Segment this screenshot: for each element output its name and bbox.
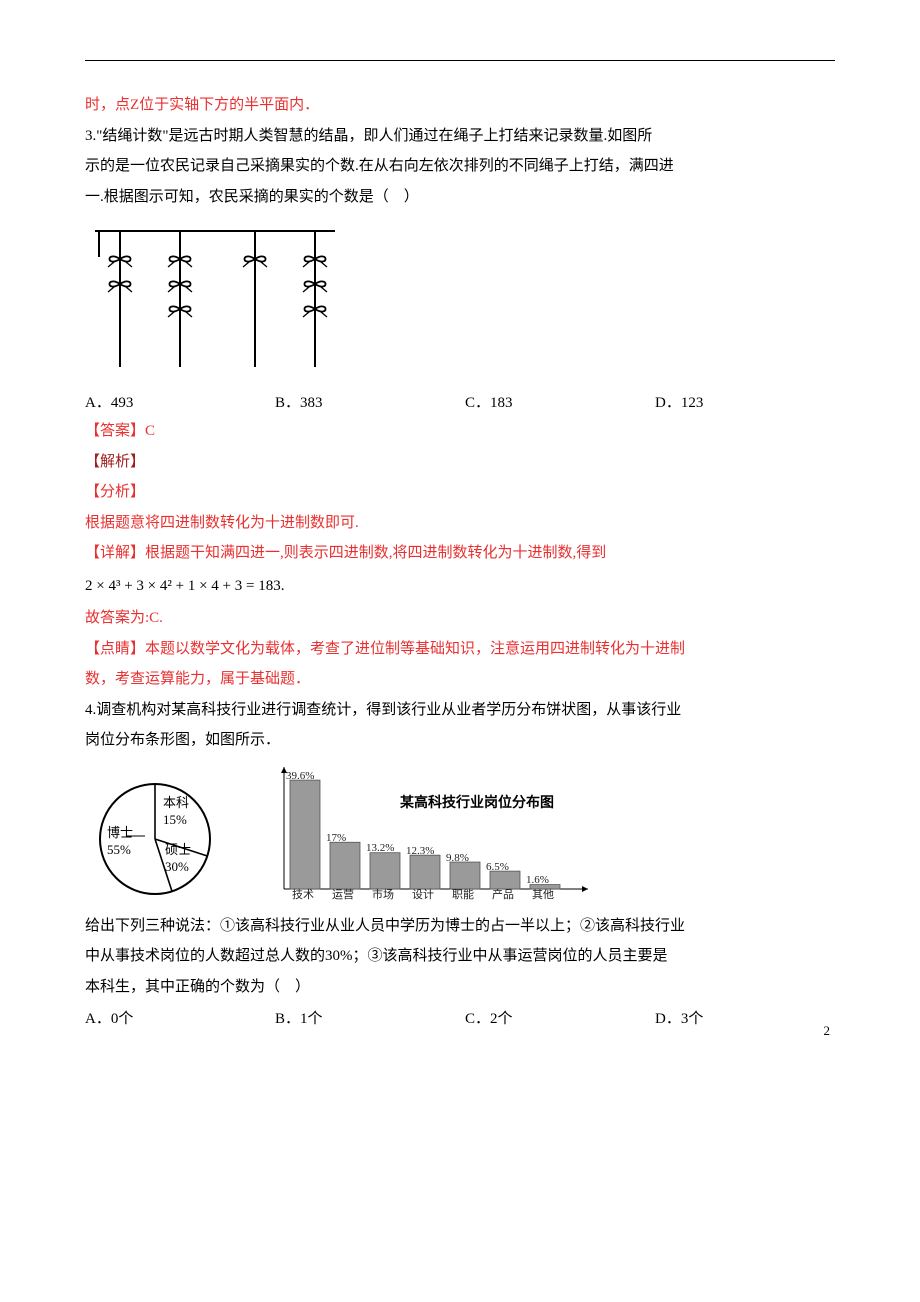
q3-choices: A．493 B．383 C．183 D．123 [85,389,835,418]
q4-charts: 本科 15% 博士 55% 硕士 30% 某高科技行业岗位分布图 39.6% 技术… [85,761,835,906]
bar-value-1: 17% [326,828,346,849]
analysis-label: 【解析】 [85,448,835,477]
bar-value-5: 6.5% [486,857,509,878]
q3-choice-d: D．123 [655,389,805,418]
prev-tail: 时，点Z位于实轴下方的半平面内． [85,91,835,120]
top-rule [85,60,835,61]
bar-xlabel-3: 设计 [412,885,434,906]
bar-xlabel-5: 产品 [492,885,514,906]
bar-value-4: 9.8% [446,848,469,869]
answer-label: 【答案】C [85,417,835,446]
pie-pct-boshi: 55% [107,838,131,863]
bar-chart-title: 某高科技行业岗位分布图 [400,789,554,816]
dianjing-1: 【点睛】本题以数学文化为载体，考查了进位制等基础知识，注意运用四进制转化为十进制 [85,635,835,664]
bar-xlabel-2: 市场 [372,885,394,906]
bar-value-2: 13.2% [366,838,394,859]
bar-xlabel-4: 职能 [452,885,474,906]
gu-answer: 故答案为:C. [85,604,835,633]
rope-diagram [85,219,835,385]
pie-pct-benke: 15% [163,808,187,833]
bar-xlabel-1: 运营 [332,885,354,906]
q3-choice-b: B．383 [275,389,465,418]
q4-choice-c: C．2个 [465,1005,655,1034]
q4-choice-a: A．0个 [85,1005,275,1034]
q3-choice-a: A．493 [85,389,275,418]
math-expression: 2 × 4³ + 3 × 4² + 1 × 4 + 3 = 183. [85,572,835,601]
q4-after-2: 中从事技术岗位的人数超过总人数的30%；③该高科技行业中从事运营岗位的人员主要是 [85,942,835,971]
bar-value-3: 12.3% [406,841,434,862]
page-number: 2 [824,1019,831,1044]
q3-stem-line1: 3."结绳计数"是远古时期人类智慧的结晶，即人们通过在绳子上打结来记录数量.如图… [85,122,835,151]
q4-choice-d: D．3个 [655,1005,805,1034]
q4-choices: A．0个 B．1个 C．2个 D．3个 [85,1005,835,1034]
bar-xlabel-0: 技术 [292,885,314,906]
detail-text: 【详解】根据题干知满四进一,则表示四进制数,将四进制数转化为十进制数,得到 [85,539,835,568]
bar-value-0: 39.6% [286,766,314,787]
dianjing-2: 数，考查运算能力，属于基础题． [85,665,835,694]
q3-stem-line2: 示的是一位农民记录自己采摘果实的个数.在从右向左依次排列的不同绳子上打结，满四进 [85,152,835,181]
q3-choice-c: C．183 [465,389,655,418]
pie-chart: 本科 15% 博士 55% 硕士 30% [85,761,245,906]
q4-after-3: 本科生，其中正确的个数为（ ） [85,973,835,1002]
q3-stem-line3: 一.根据图示可知，农民采摘的果实的个数是（ ） [85,183,835,212]
q4-stem-line2: 岗位分布条形图，如图所示． [85,726,835,755]
bar-xlabel-6: 其他 [532,885,554,906]
bar-chart: 某高科技行业岗位分布图 39.6% 技术 17% 运营 13.2% 市场 12.3% 设计 9.… [270,761,590,906]
q4-choice-b: B．1个 [275,1005,465,1034]
pie-pct-shuoshi: 30% [165,855,189,880]
fenxi-label: 【分析】 [85,478,835,507]
fenxi-text: 根据题意将四进制数转化为十进制数即可. [85,509,835,538]
q4-after-1: 给出下列三种说法：①该高科技行业从业人员中学历为博士的占一半以上；②该高科技行业 [85,912,835,941]
q4-stem-line1: 4.调查机构对某高科技行业进行调查统计，得到该行业从业者学历分布饼状图，从事该行… [85,696,835,725]
